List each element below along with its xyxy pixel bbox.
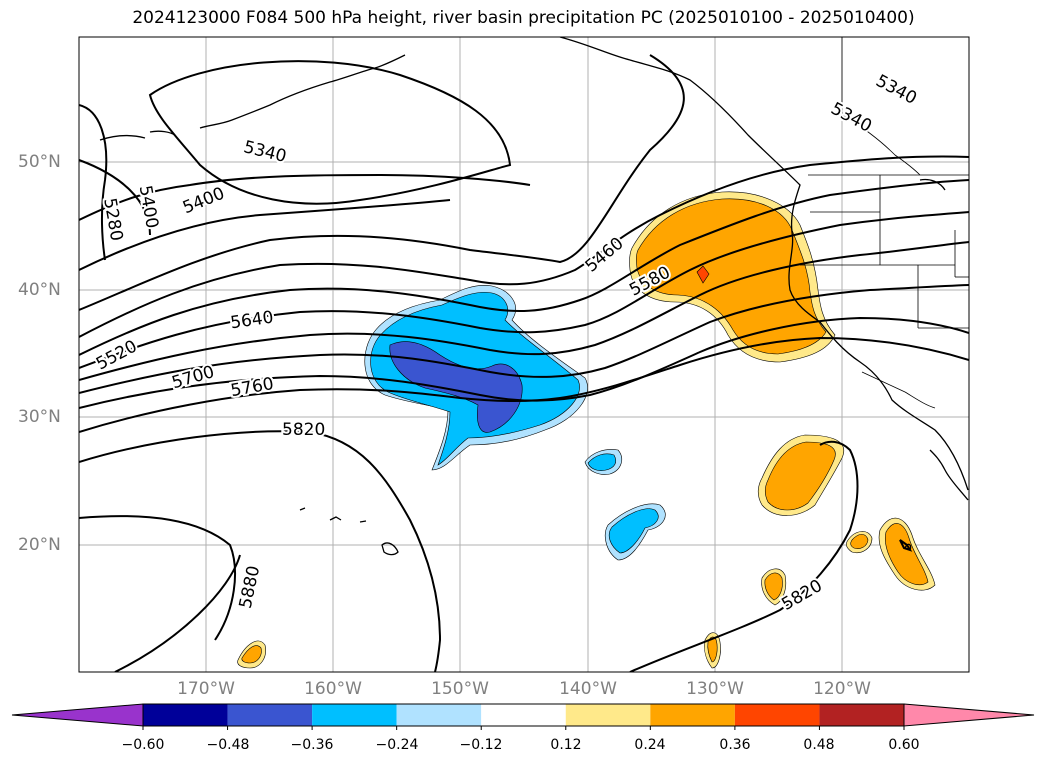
lat-label-20n: 20°N <box>18 535 61 555</box>
lon-label-160w: 160°W <box>304 679 362 699</box>
colorbar-tick-label: −0.36 <box>290 737 334 753</box>
positive-precip-region <box>237 191 936 669</box>
contour-label: 5820 <box>282 420 325 440</box>
colorbar-segment <box>819 704 904 726</box>
lon-label-170w: 170°W <box>177 679 235 699</box>
colorbar-frame <box>142 703 905 727</box>
colorbar-tick-label: −0.60 <box>121 737 165 753</box>
lon-label-140w: 140°W <box>559 679 617 699</box>
colorbar-tick-label: 0.24 <box>634 737 666 753</box>
lon-label-130w: 130°W <box>686 679 744 699</box>
coastlines <box>99 37 969 556</box>
colorbar-tick-label: 0.36 <box>719 737 751 753</box>
colorbar-segment <box>11 703 144 727</box>
colorbar-segment <box>143 704 228 726</box>
colorbar-tick-label: 0.48 <box>803 737 835 753</box>
negative-precip-region <box>364 285 666 561</box>
colorbar-segment <box>650 704 735 726</box>
colorbar-segment <box>734 704 820 726</box>
lat-label-50n: 50°N <box>18 152 61 172</box>
political-borders <box>800 37 969 409</box>
lon-label-120w: 120°W <box>813 679 871 699</box>
lat-label-30n: 30°N <box>18 407 61 427</box>
colorbar-segment <box>903 703 1035 727</box>
colorbar-segment <box>565 704 651 726</box>
map-frame <box>78 36 970 673</box>
height-contours <box>79 54 969 672</box>
lat-label-40n: 40°N <box>18 280 61 300</box>
colorbar-segment <box>227 704 313 726</box>
colorbar-segment <box>481 704 566 726</box>
colorbar-segment <box>312 704 397 726</box>
colorbar-tick-label: −0.48 <box>206 737 250 753</box>
map-title: 2024123000 F084 500 hPa height, river ba… <box>132 8 915 28</box>
colorbar-tick-label: −0.12 <box>459 737 503 753</box>
colorbar-segments <box>11 703 1035 727</box>
colorbar-segment <box>396 704 482 726</box>
colorbar-ticks <box>142 726 905 730</box>
colorbar-tick-label: −0.24 <box>375 737 419 753</box>
colorbar-tick-label: 0.12 <box>550 737 582 753</box>
lon-label-150w: 150°W <box>431 679 489 699</box>
colorbar-tick-label: 0.60 <box>888 737 920 753</box>
